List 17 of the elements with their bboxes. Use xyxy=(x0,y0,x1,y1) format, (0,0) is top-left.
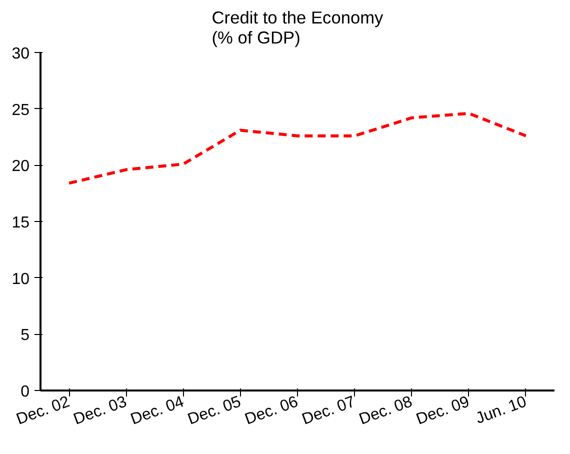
x-tick-label: Dec. 08 xyxy=(357,393,415,428)
y-tick-label: 15 xyxy=(12,214,30,232)
x-tick-label: Dec. 06 xyxy=(242,393,301,428)
x-tick-label: Dec. 07 xyxy=(300,393,358,428)
x-tick-label: Dec. 04 xyxy=(128,393,186,428)
line-series xyxy=(68,112,528,185)
x-tick-label: Dec. 09 xyxy=(414,393,472,428)
y-tick-label: 10 xyxy=(12,270,30,288)
x-tick-label: Dec. 03 xyxy=(71,393,130,428)
y-tick-label: 0 xyxy=(20,384,30,400)
y-tick-label: 20 xyxy=(12,158,30,176)
chart-title: Credit to the Economy (% of GDP) xyxy=(212,8,384,48)
y-tick-label: 5 xyxy=(20,327,30,344)
x-tick-label: Jun. 10 xyxy=(474,393,529,428)
y-tick-label: 25 xyxy=(12,102,30,119)
x-tick-label: Dec. 05 xyxy=(186,393,244,428)
y-tick-label: 30 xyxy=(12,46,30,62)
